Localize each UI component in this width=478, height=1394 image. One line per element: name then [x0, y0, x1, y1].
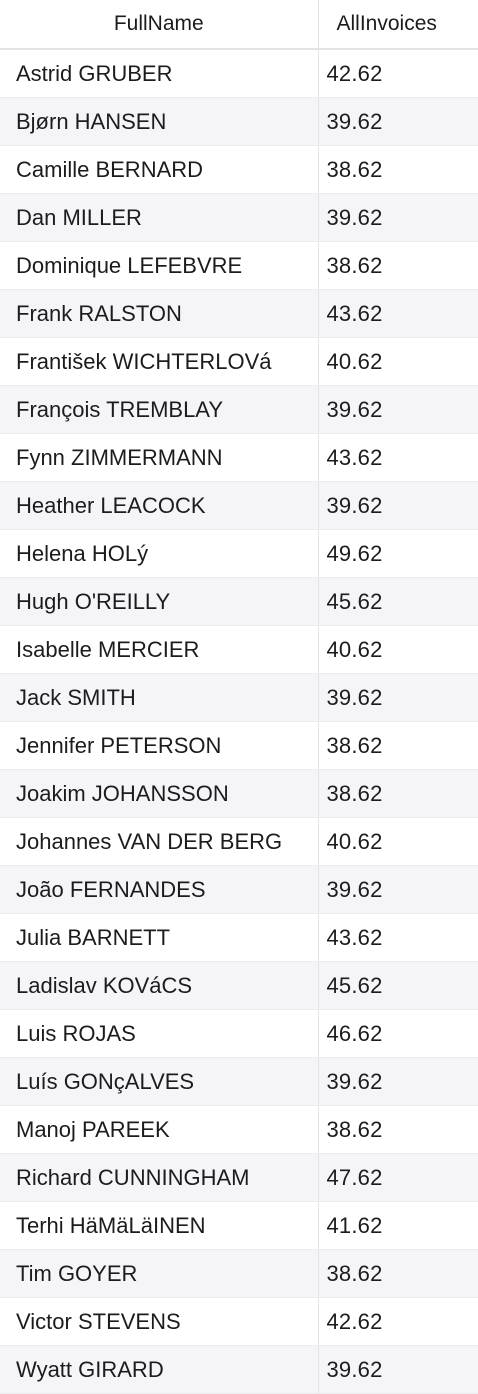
table-row[interactable]: Frank RALSTON 43.62 [0, 289, 478, 338]
column-header-allinvoices[interactable]: AllInvoices [318, 0, 478, 50]
cell-fullname[interactable]: Luís GONçALVES [0, 1057, 319, 1106]
cell-allinvoices[interactable]: 38.62 [318, 721, 478, 770]
cell-fullname[interactable]: Frank RALSTON [0, 289, 319, 338]
cell-allinvoices[interactable]: 38.62 [318, 145, 478, 194]
table-row[interactable]: Heather LEACOCK 39.62 [0, 481, 478, 530]
cell-allinvoices[interactable]: 38.62 [318, 1249, 478, 1298]
cell-allinvoices[interactable]: 39.62 [318, 1057, 478, 1106]
cell-allinvoices[interactable]: 40.62 [318, 337, 478, 386]
table-row[interactable]: Hugh O'REILLY 45.62 [0, 577, 478, 626]
table-row[interactable]: Terhi HäMäLäINEN 41.62 [0, 1201, 478, 1250]
cell-allinvoices[interactable]: 39.62 [318, 481, 478, 530]
cell-fullname[interactable]: Richard CUNNINGHAM [0, 1153, 319, 1202]
table-row[interactable]: Camille BERNARD 38.62 [0, 145, 478, 194]
cell-fullname[interactable]: Manoj PAREEK [0, 1105, 319, 1154]
table-row[interactable]: Jennifer PETERSON 38.62 [0, 721, 478, 770]
table-row[interactable]: Dan MILLER 39.62 [0, 193, 478, 242]
cell-fullname[interactable]: Dominique LEFEBVRE [0, 241, 319, 290]
cell-fullname[interactable]: Heather LEACOCK [0, 481, 319, 530]
table-header: FullName AllInvoices [0, 0, 478, 50]
cell-fullname[interactable]: Johannes VAN DER BERG [0, 817, 319, 866]
table-row[interactable]: Tim GOYER 38.62 [0, 1249, 478, 1298]
cell-allinvoices[interactable]: 43.62 [318, 289, 478, 338]
cell-allinvoices[interactable]: 47.62 [318, 1153, 478, 1202]
cell-allinvoices[interactable]: 39.62 [318, 673, 478, 722]
table-row[interactable]: Luis ROJAS 46.62 [0, 1009, 478, 1058]
cell-fullname[interactable]: František WICHTERLOVá [0, 337, 319, 386]
cell-fullname[interactable]: Camille BERNARD [0, 145, 319, 194]
cell-allinvoices[interactable]: 39.62 [318, 385, 478, 434]
table-row[interactable]: Ladislav KOVáCS 45.62 [0, 961, 478, 1010]
table-row[interactable]: Fynn ZIMMERMANN 43.62 [0, 433, 478, 482]
cell-allinvoices[interactable]: 41.62 [318, 1201, 478, 1250]
table-row[interactable]: Wyatt GIRARD 39.62 [0, 1345, 478, 1394]
table-row[interactable]: Manoj PAREEK 38.62 [0, 1105, 478, 1154]
table-row[interactable]: Johannes VAN DER BERG 40.62 [0, 817, 478, 866]
table-row[interactable]: François TREMBLAY 39.62 [0, 385, 478, 434]
cell-fullname[interactable]: Wyatt GIRARD [0, 1345, 319, 1394]
cell-fullname[interactable]: Helena HOLý [0, 529, 319, 578]
cell-allinvoices[interactable]: 40.62 [318, 625, 478, 674]
cell-fullname[interactable]: Ladislav KOVáCS [0, 961, 319, 1010]
cell-fullname[interactable]: Terhi HäMäLäINEN [0, 1201, 319, 1250]
table-row[interactable]: Helena HOLý 49.62 [0, 529, 478, 578]
cell-fullname[interactable]: Isabelle MERCIER [0, 625, 319, 674]
cell-fullname[interactable]: Luis ROJAS [0, 1009, 319, 1058]
table-row[interactable]: Jack SMITH 39.62 [0, 673, 478, 722]
cell-fullname[interactable]: Victor STEVENS [0, 1297, 319, 1346]
table-row[interactable]: João FERNANDES 39.62 [0, 865, 478, 914]
cell-fullname[interactable]: Joakim JOHANSSON [0, 769, 319, 818]
table-row[interactable]: Bjørn HANSEN 39.62 [0, 97, 478, 146]
table-body: Astrid GRUBER 42.62 Bjørn HANSEN 39.62 Camil… [0, 49, 478, 1394]
cell-allinvoices[interactable]: 38.62 [318, 769, 478, 818]
cell-fullname[interactable]: François TREMBLAY [0, 385, 319, 434]
cell-allinvoices[interactable]: 40.62 [318, 817, 478, 866]
cell-allinvoices[interactable]: 43.62 [318, 913, 478, 962]
cell-fullname[interactable]: Jennifer PETERSON [0, 721, 319, 770]
header-row: FullName AllInvoices [0, 0, 478, 50]
cell-allinvoices[interactable]: 39.62 [318, 97, 478, 146]
cell-fullname[interactable]: Hugh O'REILLY [0, 577, 319, 626]
cell-allinvoices[interactable]: 39.62 [318, 865, 478, 914]
table-row[interactable]: Isabelle MERCIER 40.62 [0, 625, 478, 674]
cell-allinvoices[interactable]: 43.62 [318, 433, 478, 482]
cell-fullname[interactable]: Julia BARNETT [0, 913, 319, 962]
cell-allinvoices[interactable]: 39.62 [318, 1345, 478, 1394]
cell-allinvoices[interactable]: 39.62 [318, 193, 478, 242]
cell-fullname[interactable]: Jack SMITH [0, 673, 319, 722]
cell-fullname[interactable]: Fynn ZIMMERMANN [0, 433, 319, 482]
table-row[interactable]: Victor STEVENS 42.62 [0, 1297, 478, 1346]
cell-allinvoices[interactable]: 45.62 [318, 961, 478, 1010]
cell-fullname[interactable]: Bjørn HANSEN [0, 97, 319, 146]
table-row[interactable]: Joakim JOHANSSON 38.62 [0, 769, 478, 818]
table-row[interactable]: František WICHTERLOVá 40.62 [0, 337, 478, 386]
cell-allinvoices[interactable]: 42.62 [318, 1297, 478, 1346]
cell-allinvoices[interactable]: 49.62 [318, 529, 478, 578]
table-row[interactable]: Astrid GRUBER 42.62 [0, 49, 478, 98]
table-row[interactable]: Luís GONçALVES 39.62 [0, 1057, 478, 1106]
cell-fullname[interactable]: Astrid GRUBER [0, 49, 319, 98]
cell-allinvoices[interactable]: 45.62 [318, 577, 478, 626]
cell-allinvoices[interactable]: 38.62 [318, 1105, 478, 1154]
table-row[interactable]: Julia BARNETT 43.62 [0, 913, 478, 962]
cell-allinvoices[interactable]: 38.62 [318, 241, 478, 290]
cell-allinvoices[interactable]: 46.62 [318, 1009, 478, 1058]
cell-fullname[interactable]: Dan MILLER [0, 193, 319, 242]
cell-fullname[interactable]: João FERNANDES [0, 865, 319, 914]
cell-fullname[interactable]: Tim GOYER [0, 1249, 319, 1298]
table-row[interactable]: Richard CUNNINGHAM 47.62 [0, 1153, 478, 1202]
column-header-fullname[interactable]: FullName [0, 0, 319, 50]
cell-allinvoices[interactable]: 42.62 [318, 49, 478, 98]
table-row[interactable]: Dominique LEFEBVRE 38.62 [0, 241, 478, 290]
